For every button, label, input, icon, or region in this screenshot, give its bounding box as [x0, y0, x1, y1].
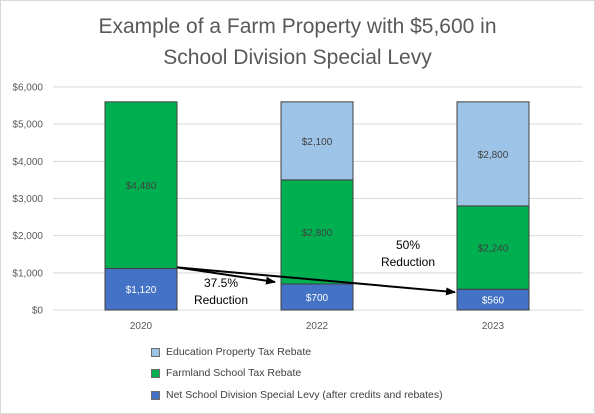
- reduction-arrow: [176, 266, 456, 296]
- legend-label: Net School Division Special Levy (after …: [166, 389, 443, 402]
- legend-label: Education Property Tax Rebate: [166, 346, 312, 359]
- legend-swatch-net-school-division-special-levy: [151, 390, 160, 400]
- legend-item-education-property-tax-rebate: Education Property Tax Rebate: [151, 346, 311, 360]
- chart-title-line-1: Example of a Farm Property with $5,600 i…: [98, 15, 497, 38]
- data-label: $560: [482, 296, 505, 307]
- data-label: $4,480: [126, 181, 157, 192]
- legend-swatch-farmland-school-tax-rebate: [151, 368, 160, 378]
- legend-swatch-education-property-tax-rebate: [151, 347, 160, 357]
- chart-title-line-2: School Division Special Levy: [163, 46, 432, 69]
- y-tick-label: $1,000: [12, 268, 43, 279]
- y-tick-label: $3,000: [12, 194, 43, 205]
- y-tick-label: $4,000: [12, 157, 43, 168]
- reduction-annotation: 37.5%: [204, 276, 238, 290]
- data-label: $700: [306, 293, 329, 304]
- data-label: $2,800: [478, 150, 509, 161]
- reduction-annotation: Reduction: [381, 255, 435, 269]
- x-tick-label: 2022: [306, 321, 329, 332]
- reduction-annotation: 50%: [396, 238, 420, 252]
- bar-segment: [456, 101, 530, 207]
- data-label: $1,120: [126, 285, 157, 296]
- x-tick-label: 2020: [130, 321, 153, 332]
- y-tick-label: $5,000: [12, 120, 43, 131]
- y-tick-label: $6,000: [12, 83, 43, 94]
- reduction-annotation: Reduction: [194, 293, 248, 307]
- y-tick-label: $0: [32, 306, 44, 317]
- legend-item-net-school-division-special-levy: Net School Division Special Levy (after …: [151, 389, 443, 403]
- legend-label: Farmland School Tax Rebate: [166, 367, 302, 380]
- bar-segment: [280, 179, 354, 285]
- data-label: $2,100: [302, 137, 333, 148]
- bar-segment: [280, 101, 354, 181]
- y-tick-label: $2,000: [12, 231, 43, 242]
- bar-segment: [456, 205, 530, 290]
- bar-segment: [104, 101, 178, 269]
- legend-item-farmland-school-tax-rebate: Farmland School Tax Rebate: [151, 367, 301, 381]
- data-label: $2,800: [302, 228, 333, 239]
- data-label: $2,240: [478, 244, 509, 255]
- x-tick-label: 2023: [482, 321, 505, 332]
